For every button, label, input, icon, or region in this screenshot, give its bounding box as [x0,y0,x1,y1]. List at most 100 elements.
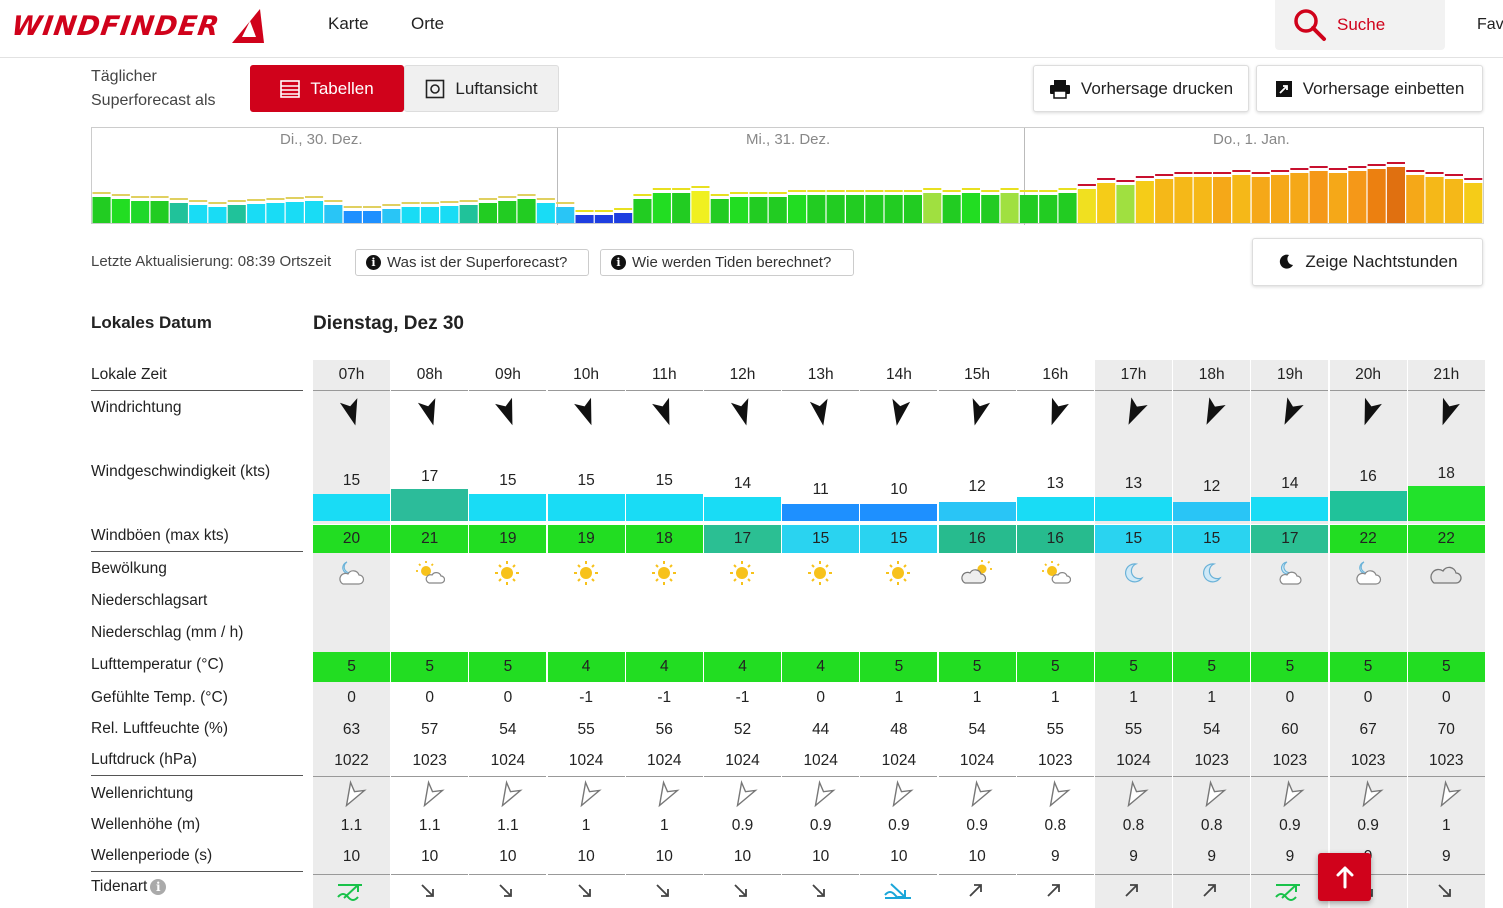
tab-aerial-button[interactable]: Luftansicht [404,65,559,112]
day-separator [557,128,558,225]
wind-speed-bar [704,497,781,521]
rising-tide-icon [1203,884,1217,897]
row-divider [391,874,469,875]
overview-bar [633,199,652,223]
info-icon: i [611,255,626,270]
wave-height-value: 1.1 [340,817,363,834]
windfinder-logo[interactable]: WINDFINDER [10,6,266,46]
overview-bar [1406,175,1425,223]
tides-info-button[interactable]: i Wie werden Tiden berechnet? [600,249,854,276]
row-label-humidity: Rel. Luftfeuchte (%) [91,720,228,737]
overview-bar [1116,185,1135,223]
hour-column: 15h 12 16 5 1 54 1024 0.9 10 [938,360,1017,908]
feels-like-value: 0 [816,689,825,706]
print-forecast-button[interactable]: Vorhersage drucken [1033,65,1249,112]
scroll-to-top-button[interactable] [1318,853,1371,901]
overview-bar [111,199,130,223]
gust-value: 22 [1407,524,1485,553]
row-label-feels-like: Gefühlte Temp. (°C) [91,689,228,706]
wind-speed-value: 15 [499,472,517,489]
info-icon: i [366,255,381,270]
hour-label: 16h [1016,360,1094,391]
overview-gust-tick [1367,164,1386,166]
hour-column: 16h 13 16 5 1 55 1023 0.8 9 [1016,360,1095,908]
hour-label: 08h [391,360,469,391]
wave-height-value: 0.9 [809,817,832,834]
overview-bar [363,211,382,223]
row-label-wave-period: Wellenperiode (s) [91,847,213,864]
feels-like-value: 1 [1207,689,1216,706]
overview-gust-tick [730,192,749,194]
air-temp-value: 5 [860,652,939,682]
wave-period-value: 10 [968,848,986,865]
overview-bar [614,213,633,223]
nav-karte[interactable]: Karte [328,14,369,33]
air-temp-value: 4 [782,652,861,682]
row-divider [1173,874,1251,875]
hour-label: 11h [625,360,703,391]
feels-like-value: 1 [1050,689,1060,706]
embed-forecast-button[interactable]: Vorhersage einbetten [1256,65,1483,112]
overview-bar [420,207,439,223]
overview-gust-tick [1135,176,1154,178]
overview-gust-tick [807,190,826,192]
overview-gust-tick [498,196,517,198]
sun-icon [495,561,520,585]
hour-column: 11h 15 18 4 -1 56 1024 1 10 [625,360,704,908]
overview-gust-tick [1213,172,1232,174]
overview-bar [189,205,208,223]
sun-cloud-icon [416,561,446,584]
row-label-air-temp: Lufttemperatur (°C) [91,656,224,673]
print-forecast-label: Vorhersage drucken [1080,78,1234,98]
pressure-value: 1024 [1116,752,1151,769]
overview-bar [1213,177,1232,223]
overview-bar [536,203,555,223]
show-night-hours-button[interactable]: Zeige Nachtstunden [1252,238,1483,286]
row-divider [1407,776,1485,777]
humidity-value: 55 [1124,721,1143,738]
forecast-overview-chart[interactable]: Di., 30. Dez. Mi., 31. Dez. Do., 1. Jan. [91,127,1484,225]
overview-bar [150,201,169,223]
wave-period-value: 10 [342,848,361,865]
hour-column: 07h 15 20 5 0 63 1022 1.1 10 [313,360,391,908]
search-label: Suche [1337,15,1386,34]
overview-bar [285,202,304,223]
wind-speed-value: 13 [1046,475,1064,492]
hour-label: 12h [704,360,781,391]
nav-favoriten[interactable]: Fav [1477,16,1503,33]
arrow-up-icon [1336,866,1353,889]
humidity-value: 54 [499,721,517,738]
overview-bar [730,197,749,223]
overview-bars [92,162,1483,223]
search-button[interactable]: Suche [1275,0,1445,50]
humidity-value: 60 [1281,721,1299,738]
wave-period-value: 9 [1441,848,1451,865]
pressure-value: 1023 [1350,752,1386,769]
row-label-wind-direction: Windrichtung [91,399,182,416]
hour-column: 10h 15 19 4 -1 55 1024 1 10 [547,360,626,908]
printer-icon [1049,79,1070,99]
overview-bar [459,205,478,223]
overview-gust-tick [633,194,652,196]
tide-info-icon[interactable]: i [150,879,167,895]
superforecast-info-button[interactable]: i Was ist der Superforecast? [355,249,589,276]
wind-speed-bar [1407,486,1485,521]
overview-gust-tick [208,202,227,204]
gust-value: 16 [1016,524,1094,553]
wind-direction-arrow-icon [972,398,990,426]
pressure-value: 1024 [568,752,604,769]
pressure-value: 1023 [1194,752,1229,769]
overview-gust-tick [459,200,478,202]
overview-gust-tick [1348,166,1367,168]
nav-orte[interactable]: Orte [411,14,445,33]
overview-gust-tick [1174,172,1193,174]
overview-gust-tick [440,201,459,203]
wave-period-value: 9 [1129,848,1138,865]
tab-tables-button[interactable]: Tabellen [250,65,404,112]
rising-tide-icon [968,884,982,897]
overview-gust-tick [420,202,439,204]
wave-height-value: 0.9 [1357,817,1379,834]
cloud-icon [1430,566,1462,584]
overview-gust-tick [189,200,208,202]
air-temp-value: 5 [313,652,391,682]
